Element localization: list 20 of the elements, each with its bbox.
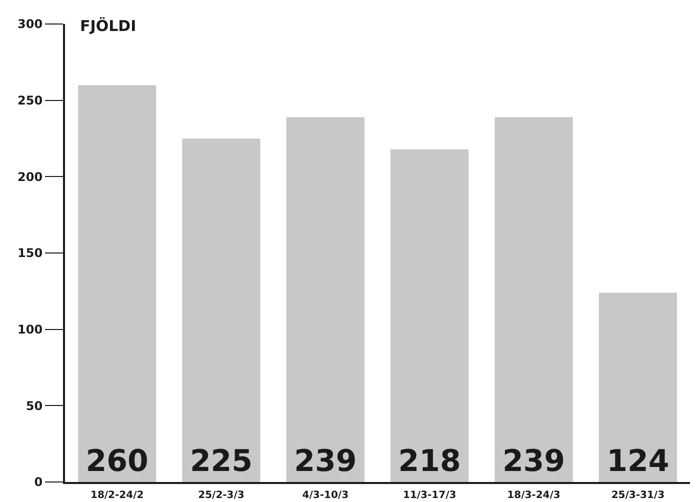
y-tick-label: 50	[26, 398, 43, 413]
x-tick-label: 4/3-10/3	[302, 490, 349, 501]
x-tick-label: 25/3-31/3	[611, 490, 665, 501]
x-tick-label: 18/3-24/3	[507, 490, 560, 501]
y-tick-label: 250	[18, 94, 43, 108]
x-tick-label: 18/2-24/2	[90, 490, 144, 501]
x-tick-label: 11/3-17/3	[402, 490, 456, 501]
data-label: 239	[294, 444, 357, 479]
x-tick-label: 25/2-3/3	[198, 490, 244, 501]
data-label: 260	[86, 444, 148, 479]
y-tick-label: 150	[18, 246, 43, 260]
y-tick-label: 0	[34, 475, 43, 490]
y-tick-label: 100	[18, 322, 43, 337]
y-tick-label: 200	[18, 170, 43, 184]
data-label: 225	[190, 444, 253, 479]
data-label: 239	[502, 444, 566, 479]
y-axis-title: FJÖLDI	[80, 17, 136, 35]
y-tick-label: 300	[18, 17, 43, 32]
data-label: 124	[606, 444, 670, 479]
data-label: 218	[398, 444, 461, 479]
